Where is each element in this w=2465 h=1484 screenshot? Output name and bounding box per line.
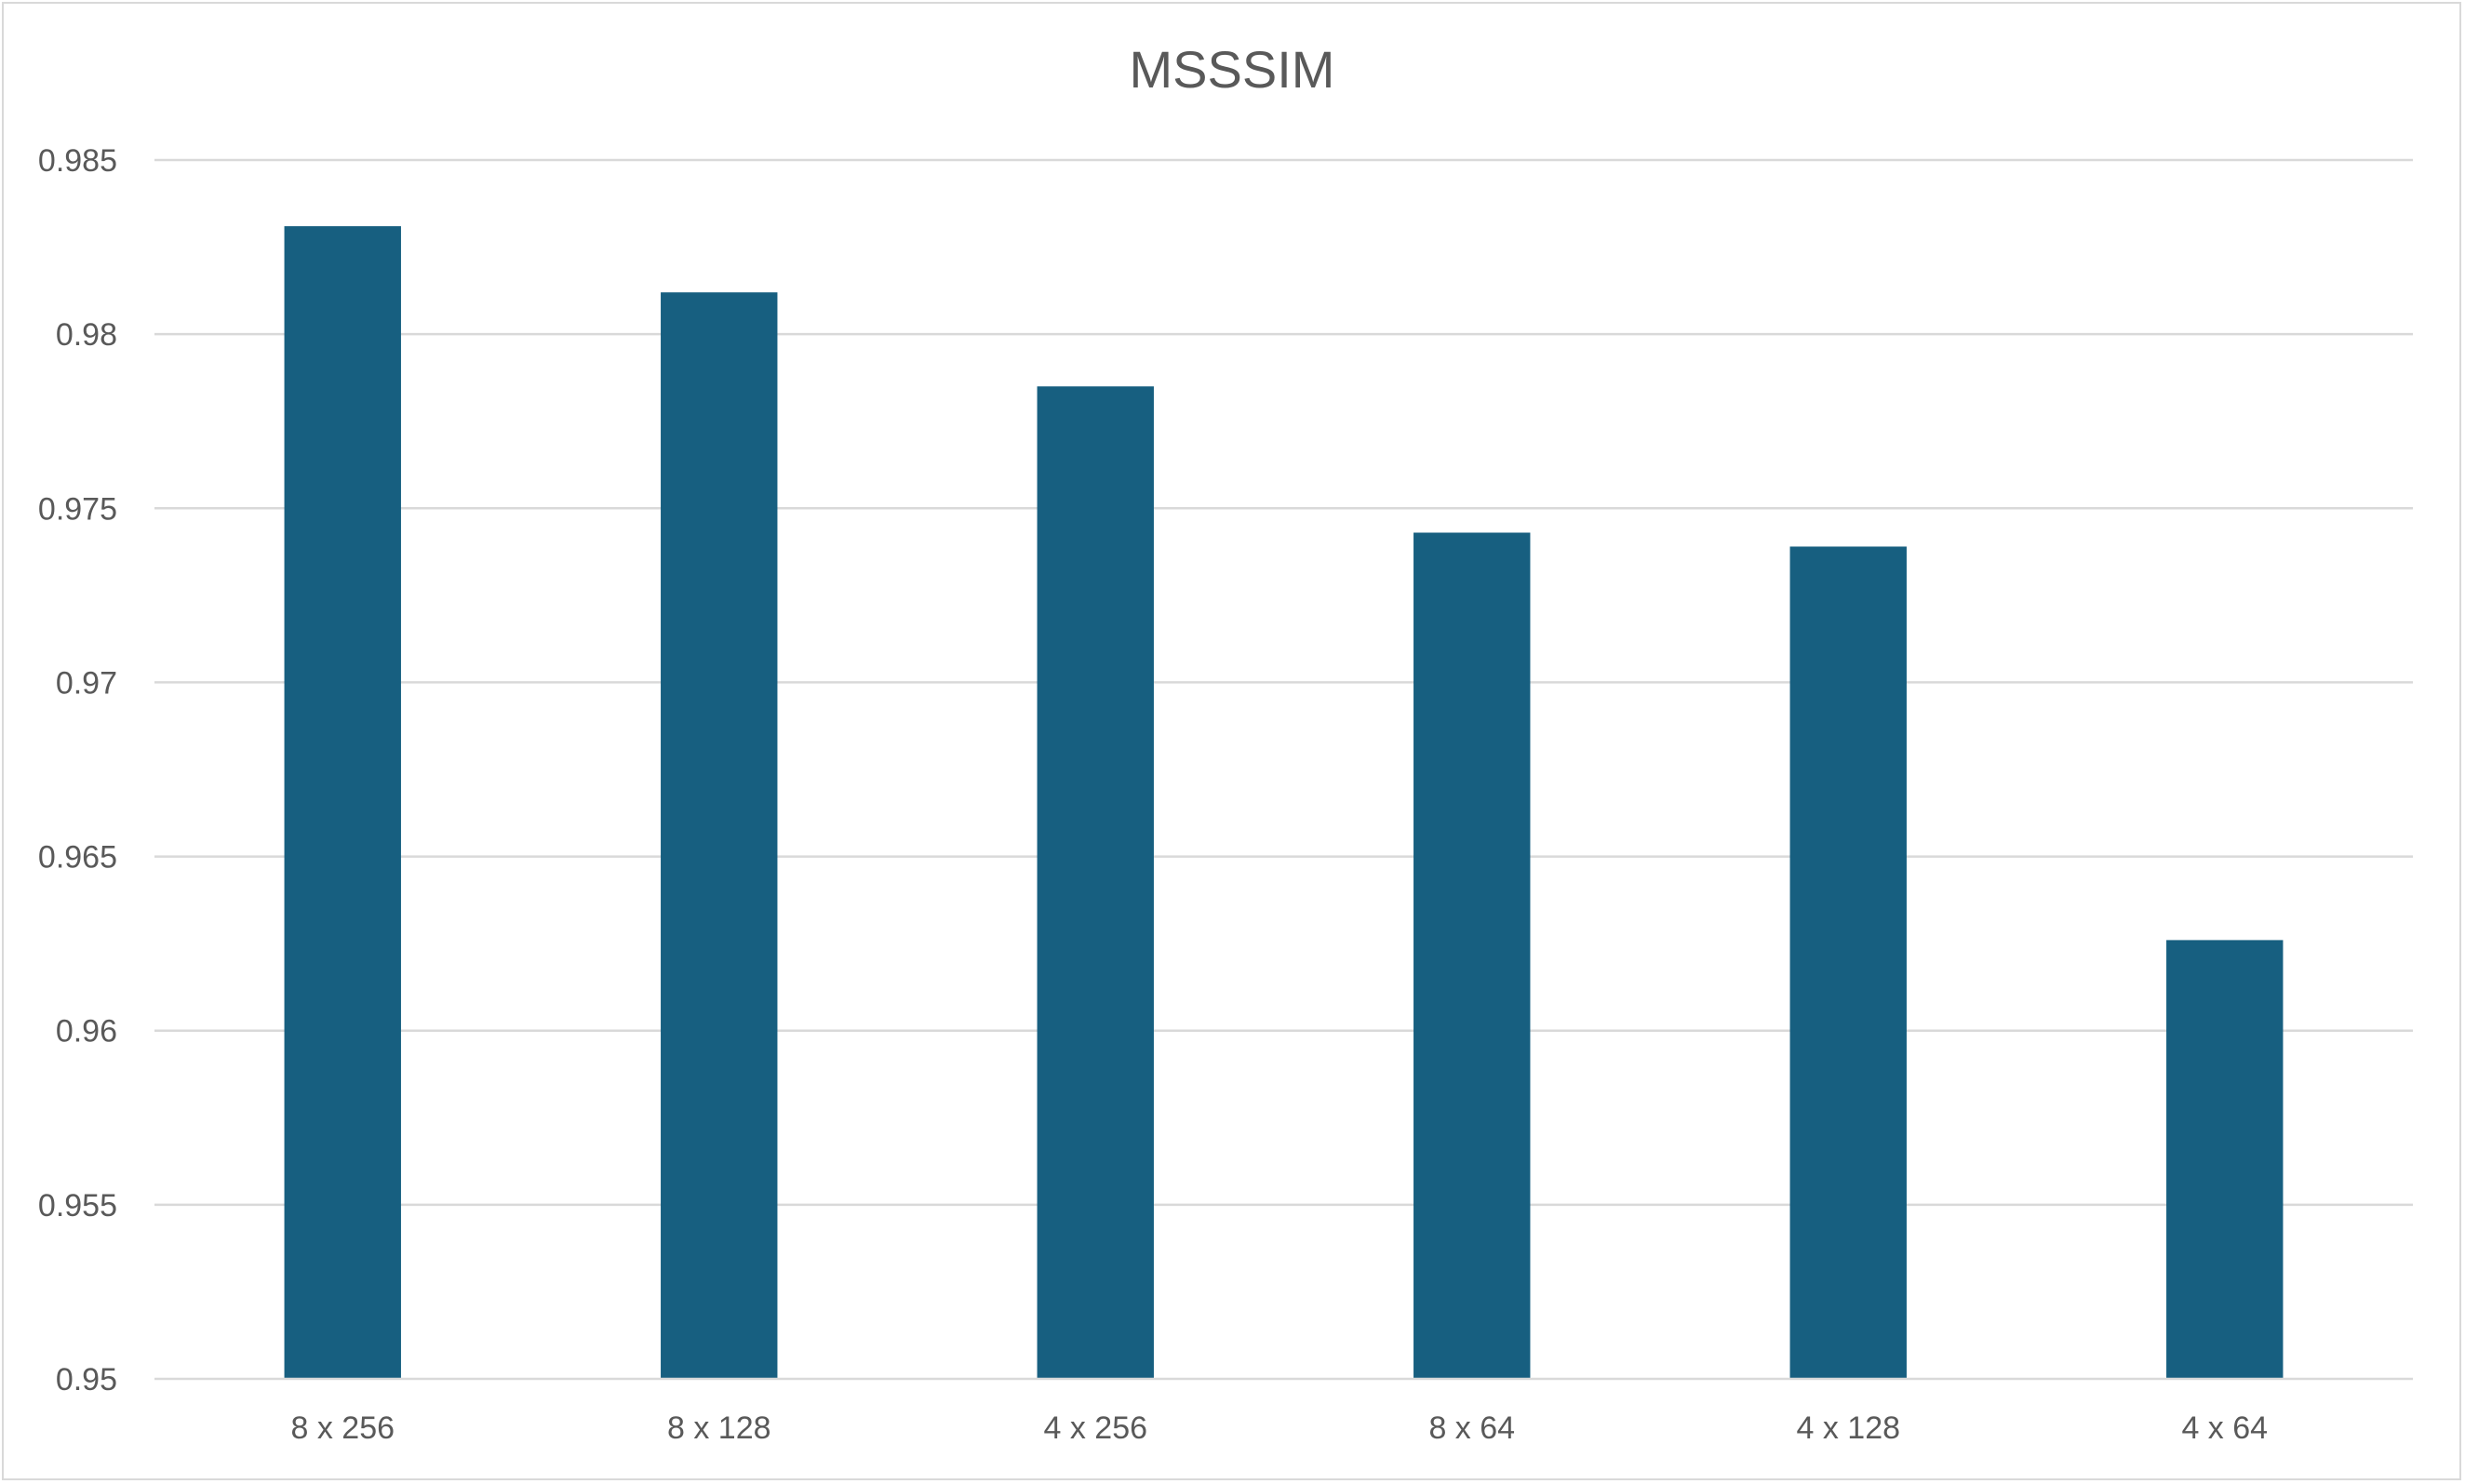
y-tick-label: 0.985 — [38, 143, 117, 179]
y-tick-label: 0.96 — [56, 1014, 117, 1049]
bar — [661, 292, 778, 1380]
bar — [1037, 386, 1154, 1380]
chart-title: MSSSIM — [1130, 40, 1335, 99]
x-tick-label: 8 x 256 — [290, 1410, 395, 1446]
y-axis-tick-labels: 0.95 0.955 0.96 0.965 0.97 0.975 0.98 0.985 — [38, 143, 117, 1397]
bar — [284, 226, 401, 1380]
y-tick-label: 0.98 — [56, 317, 117, 353]
y-tick-label: 0.97 — [56, 665, 117, 701]
bar — [2166, 940, 2284, 1379]
y-tick-label: 0.95 — [56, 1362, 117, 1397]
x-tick-label: 4 x 128 — [1796, 1410, 1900, 1446]
gridlines — [154, 158, 2413, 1207]
bar — [1789, 546, 1907, 1379]
x-tick-label: 8 x 64 — [1428, 1410, 1515, 1446]
y-tick-label: 0.955 — [38, 1188, 117, 1223]
bars — [284, 226, 2284, 1380]
x-tick-label: 4 x 256 — [1043, 1410, 1147, 1446]
y-tick-label: 0.975 — [38, 491, 117, 527]
bar — [1413, 532, 1531, 1379]
y-tick-label: 0.965 — [38, 840, 117, 876]
x-tick-label: 8 x 128 — [667, 1410, 771, 1446]
x-tick-label: 4 x 64 — [2181, 1410, 2268, 1446]
x-axis-tick-labels: 8 x 256 8 x 128 4 x 256 8 x 64 4 x 128 4 x 64 — [290, 1410, 2268, 1446]
